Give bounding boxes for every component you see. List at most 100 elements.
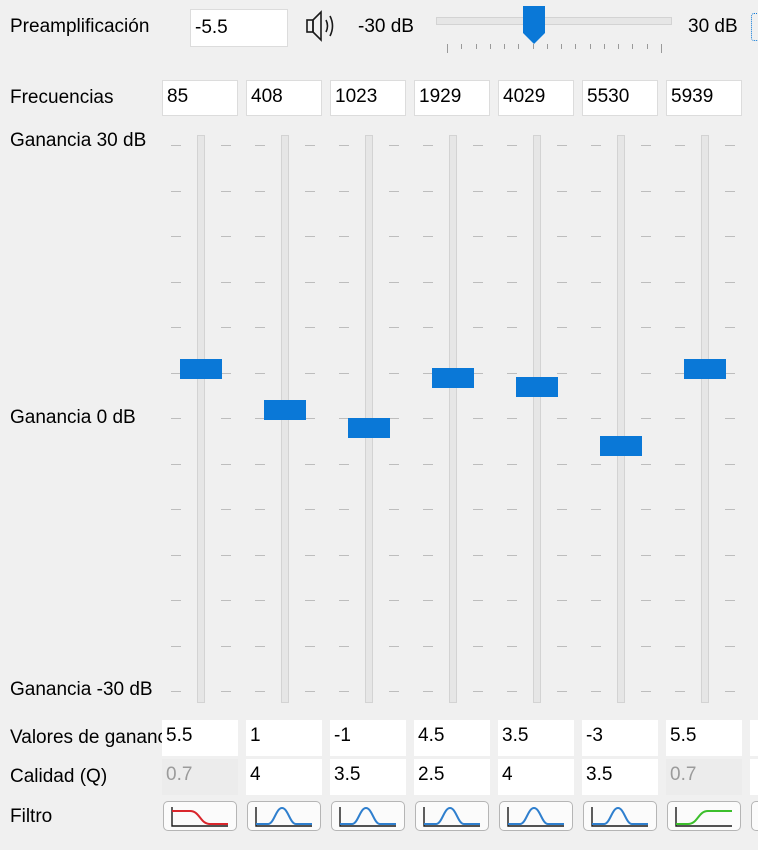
- band-tick: [255, 463, 265, 465]
- preamp-slider-tick: [475, 44, 477, 49]
- gain-mid-label: Ganancia 0 dB: [10, 407, 136, 428]
- band-tick: [255, 600, 265, 601]
- band-slider-track[interactable]: [701, 135, 709, 703]
- filter-button-peak[interactable]: [247, 801, 321, 831]
- band-slider-track[interactable]: [617, 135, 625, 703]
- gain-value-input[interactable]: -1: [330, 720, 406, 756]
- band-tick: [423, 236, 433, 237]
- band-tick: [557, 190, 567, 192]
- frequency-input[interactable]: 1023: [330, 80, 406, 116]
- band-tick: [473, 327, 483, 328]
- band-tick: [591, 463, 601, 465]
- filter-button-peak[interactable]: [331, 801, 405, 831]
- preamp-slider-tick: [575, 44, 577, 49]
- gain-top-label: Ganancia 30 dB: [10, 130, 147, 151]
- quality-input[interactable]: 3.5: [330, 759, 406, 795]
- gain-value-input[interactable]: -3: [582, 720, 658, 756]
- band-tick: [557, 236, 567, 237]
- band-tick: [641, 418, 651, 419]
- band-tick: [255, 509, 265, 510]
- gain-value-input-partial[interactable]: [750, 720, 758, 756]
- preamp-slider-thumb[interactable]: [523, 6, 546, 44]
- band-tick: [423, 418, 433, 419]
- band-tick: [591, 600, 601, 601]
- band-tick: [641, 645, 651, 647]
- gain-value-input[interactable]: 5.5: [162, 720, 238, 756]
- band-tick: [507, 145, 517, 146]
- preamp-value-input[interactable]: -5.5: [190, 9, 288, 47]
- band-tick: [675, 691, 685, 692]
- preamp-slider-tick: [489, 44, 491, 49]
- band-tick: [171, 281, 181, 283]
- quality-input[interactable]: 3.5: [582, 759, 658, 795]
- band-tick: [389, 418, 399, 419]
- band-tick: [473, 600, 483, 601]
- band-tick: [423, 281, 433, 283]
- band-tick: [305, 691, 315, 692]
- frequency-input[interactable]: 5530: [582, 80, 658, 116]
- band-tick: [423, 600, 433, 601]
- band-slider-thumb[interactable]: [348, 418, 390, 438]
- preamp-slider-track: [436, 17, 672, 25]
- band-slider-thumb[interactable]: [264, 400, 306, 420]
- band-tick: [557, 327, 567, 328]
- band-slider-thumb[interactable]: [432, 368, 474, 388]
- band-slider-thumb[interactable]: [180, 359, 222, 379]
- band-tick: [389, 372, 399, 374]
- band-slider-thumb[interactable]: [600, 436, 642, 456]
- quality-input[interactable]: 4: [246, 759, 322, 795]
- frequency-input[interactable]: 408: [246, 80, 322, 116]
- filter-button-peak[interactable]: [583, 801, 657, 831]
- band-slider-thumb[interactable]: [516, 377, 558, 397]
- band-tick: [591, 190, 601, 192]
- gain-value-input[interactable]: 5.5: [666, 720, 742, 756]
- speaker-icon[interactable]: [304, 6, 340, 46]
- band-tick: [473, 418, 483, 419]
- band-tick: [641, 236, 651, 237]
- band-tick: [339, 190, 349, 192]
- band-tick: [507, 281, 517, 283]
- band-tick: [389, 145, 399, 146]
- preamp-slider[interactable]: [436, 6, 674, 56]
- filter-button-high-pass[interactable]: [667, 801, 741, 831]
- gain-value-input[interactable]: 1: [246, 720, 322, 756]
- band-tick: [675, 190, 685, 192]
- frequency-input[interactable]: 5939: [666, 80, 742, 116]
- band-tick: [255, 236, 265, 237]
- quality-input[interactable]: 2.5: [414, 759, 490, 795]
- filter-button-low-pass[interactable]: [163, 801, 237, 831]
- band-slider-track[interactable]: [449, 135, 457, 703]
- band-tick: [591, 145, 601, 146]
- band-tick: [423, 463, 433, 465]
- band-slider-thumb[interactable]: [684, 359, 726, 379]
- band-tick: [725, 554, 735, 556]
- gain-value-input[interactable]: 4.5: [414, 720, 490, 756]
- band-slider-track[interactable]: [197, 135, 205, 703]
- gain-value-input[interactable]: 3.5: [498, 720, 574, 756]
- preamp-slider-tick: [532, 44, 534, 49]
- quality-input-partial[interactable]: [750, 759, 758, 795]
- preamp-label: Preamplificación: [10, 16, 150, 37]
- band-tick: [389, 691, 399, 692]
- band-tick: [591, 645, 601, 647]
- filter-button-peak[interactable]: [499, 801, 573, 831]
- band-tick: [557, 372, 567, 374]
- frequency-input[interactable]: 1929: [414, 80, 490, 116]
- band-tick: [725, 645, 735, 647]
- band-tick: [423, 145, 433, 146]
- band-tick: [305, 281, 315, 283]
- band-tick: [423, 372, 433, 374]
- band-tick: [591, 327, 601, 328]
- filter-button-partial[interactable]: [751, 801, 758, 831]
- band-tick: [641, 463, 651, 465]
- filter-button-peak[interactable]: [415, 801, 489, 831]
- frequency-input[interactable]: 85: [162, 80, 238, 116]
- quality-input[interactable]: 4: [498, 759, 574, 795]
- frequency-input[interactable]: 4029: [498, 80, 574, 116]
- band-tick: [423, 645, 433, 647]
- band-slider-track[interactable]: [533, 135, 541, 703]
- band-tick: [473, 190, 483, 192]
- band-tick: [591, 236, 601, 237]
- band-tick: [221, 554, 231, 556]
- band-tick: [675, 372, 685, 374]
